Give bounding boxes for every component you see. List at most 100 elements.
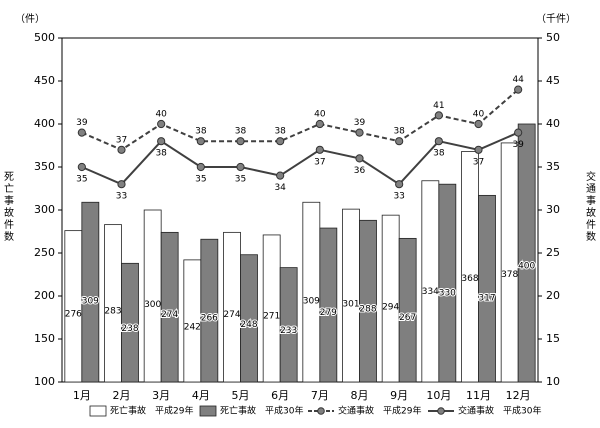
x-tick-label: 1月: [73, 389, 91, 402]
legend-swatch-2: [199, 405, 217, 417]
line-label-1: 40: [155, 110, 167, 120]
bar-label-1: 301: [342, 300, 359, 310]
x-tick-label: 4月: [192, 389, 210, 402]
right-tick-label: 10: [546, 375, 560, 388]
bar-label-2: 288: [359, 305, 376, 315]
bar-label-1: 242: [184, 323, 201, 333]
bar-label-2: 317: [478, 294, 495, 304]
x-tick-label: 11月: [466, 389, 491, 402]
bar-label-1: 378: [501, 270, 518, 280]
line-point-1: [355, 128, 364, 137]
left-tick-label: 150: [34, 332, 55, 345]
x-tick-label: 2月: [113, 389, 131, 402]
bar-1-4月: [183, 259, 202, 383]
line-label-1: 44: [512, 75, 524, 85]
left-unit-label: （件）: [15, 13, 45, 25]
line-point-1: [315, 119, 324, 129]
line-label-1: 38: [235, 127, 247, 137]
line-series-1: [81, 88, 519, 151]
line-point-2: [196, 162, 205, 172]
line-label-2: 37: [314, 157, 325, 167]
x-tick-label: 7月: [311, 389, 329, 402]
left-tick-label: 450: [34, 74, 55, 87]
left-tick-label: 250: [34, 246, 55, 259]
bar-1-10月: [421, 180, 440, 383]
bar-1-3月: [143, 209, 162, 383]
bar-1-12月: [500, 142, 519, 383]
line-point-2: [395, 180, 404, 189]
legend-swatch-1: [89, 405, 107, 417]
bar-2-6月: [279, 267, 298, 383]
bar-1-8月: [342, 208, 360, 383]
line-label-2: 38: [155, 149, 167, 159]
x-tick-label: 5月: [232, 389, 250, 402]
plot-frame: [61, 37, 539, 383]
bar-label-1: 271: [263, 311, 280, 321]
bar-label-2: 267: [399, 313, 416, 323]
legend-marker-3: [317, 407, 325, 415]
right-tick-label: 30: [546, 203, 560, 216]
line-label-1: 38: [195, 127, 207, 137]
x-tick-label: 8月: [351, 389, 369, 402]
line-label-2: 35: [195, 175, 206, 185]
bar-2-1月: [81, 201, 100, 383]
right-tick-label: 50: [546, 31, 560, 44]
line-label-2: 39: [512, 140, 524, 150]
bar-label-2: 274: [161, 310, 178, 320]
bar-2-11月: [478, 194, 496, 383]
line-point-1: [117, 145, 126, 154]
bar-label-1: 276: [65, 309, 82, 319]
bar-2-2月: [121, 262, 139, 383]
legend-marker-4: [437, 407, 445, 415]
bar-label-2: 266: [201, 313, 218, 323]
bar-2-5月: [240, 254, 258, 383]
line-label-2: 36: [354, 166, 366, 176]
bar-label-2: 279: [320, 308, 337, 318]
bar-label-1: 283: [104, 307, 121, 317]
right-tick-label: 45: [546, 74, 560, 87]
line-point-1: [514, 85, 523, 94]
line-point-2: [355, 154, 364, 163]
right-tick-label: 20: [546, 289, 560, 302]
line-point-1: [196, 137, 205, 146]
left-tick-label: 200: [34, 289, 55, 302]
line-point-2: [117, 180, 126, 189]
bar-label-1: 334: [422, 287, 439, 297]
line-point-2: [157, 137, 166, 146]
line-point-2: [276, 171, 285, 180]
x-tick-label: 10月: [426, 389, 451, 402]
legend-label-2: 死亡事故 平成30年: [220, 405, 303, 417]
right-unit-label: （千件）: [536, 13, 576, 25]
line-point-1: [236, 137, 245, 146]
line-label-1: 39: [76, 118, 88, 128]
left-tick-label: 400: [34, 117, 55, 130]
bar-2-8月: [359, 219, 377, 383]
left-tick-label: 300: [34, 203, 55, 216]
x-tick-label: 9月: [390, 389, 408, 402]
line-point-1: [434, 111, 443, 120]
line-label-2: 37: [473, 157, 484, 167]
right-axis-title: 交通事故件数: [586, 170, 596, 243]
legend-label-4: 交通事故 平成30年: [458, 405, 541, 417]
line-label-2: 38: [433, 149, 445, 159]
line-point-1: [77, 128, 86, 137]
line-label-1: 39: [354, 118, 366, 128]
right-tick-label: 15: [546, 332, 560, 345]
x-tick-label: 3月: [152, 389, 170, 402]
line-point-1: [395, 137, 404, 146]
line-label-2: 33: [393, 192, 404, 202]
line-point-1: [276, 137, 285, 146]
line-series-2: [81, 131, 519, 186]
legend-label-3: 交通事故 平成29年: [338, 405, 421, 417]
line-label-1: 38: [393, 127, 405, 137]
line-point-2: [514, 128, 523, 137]
bar-label-2: 238: [121, 324, 138, 334]
line-label-2: 33: [116, 192, 127, 202]
bar-label-1: 368: [461, 274, 478, 284]
bar-label-2: 330: [439, 288, 456, 298]
bar-label-2: 233: [280, 326, 297, 336]
bar-2-10月: [438, 183, 457, 383]
line-label-1: 40: [473, 110, 485, 120]
line-label-1: 37: [116, 135, 127, 145]
